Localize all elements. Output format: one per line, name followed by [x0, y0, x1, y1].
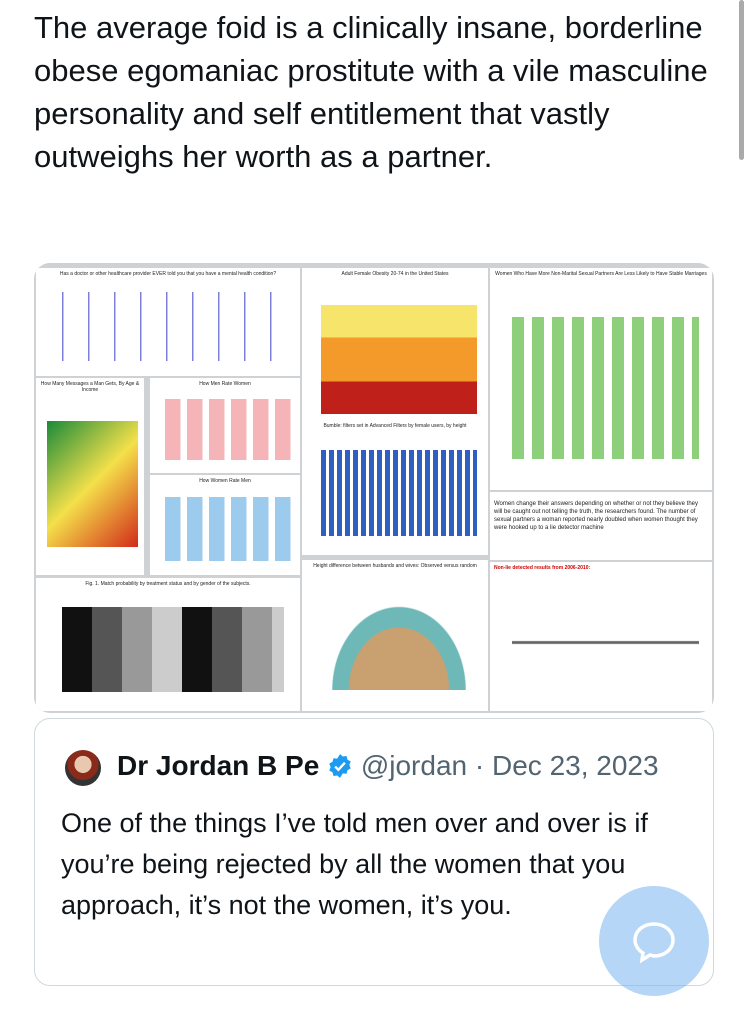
- chart-panel: Fig. 1. Match probability by treatment s…: [36, 578, 300, 711]
- panel-title: Height difference between husbands and w…: [313, 563, 477, 569]
- chart-thumbnail: [62, 607, 285, 693]
- panel-title: How Many Messages a Man Gets, By Age & I…: [40, 381, 140, 393]
- chart-thumbnail: [62, 291, 285, 361]
- chart-panel: How Women Rate Men: [150, 475, 300, 575]
- chart-thumbnail: [165, 398, 291, 460]
- panel-title: Adult Female Obesity 20-74 in the United…: [341, 271, 449, 277]
- date[interactable]: Dec 23, 2023: [492, 750, 659, 781]
- compose-button[interactable]: [599, 886, 709, 996]
- chart-panel: How Many Messages a Man Gets, By Age & I…: [36, 378, 144, 575]
- panel-title: Women change their answers depending on …: [494, 501, 699, 531]
- handle[interactable]: @jordan: [360, 750, 468, 781]
- chart-panel: Women Who Have More Non-Marital Sexual P…: [490, 268, 712, 490]
- media-image[interactable]: Has a doctor or other healthcare provide…: [34, 263, 714, 713]
- chart-panel: Non-lie detected results from 2006-2010:: [490, 562, 712, 711]
- quote-header: Dr Jordan B Pe @jordan · Dec 23, 2023: [117, 748, 659, 784]
- quoted-post[interactable]: Dr Jordan B Pe @jordan · Dec 23, 2023 On…: [34, 718, 714, 986]
- quote-text: One of the things I’ve told men over and…: [61, 808, 648, 920]
- post-text: The average foid is a clinically insane,…: [34, 10, 708, 174]
- chart-panel: How Men Rate Women: [150, 378, 300, 473]
- verified-badge: [329, 754, 351, 778]
- panel-title: How Women Rate Men: [199, 478, 251, 484]
- panel-title: Non-lie detected results from 2006-2010:: [494, 565, 591, 571]
- chart-thumbnail: [320, 449, 477, 537]
- separator: ·: [474, 750, 485, 781]
- scrollbar: [739, 0, 744, 160]
- chart-thumbnail: [320, 593, 477, 690]
- panel-title: Has a doctor or other healthcare provide…: [59, 271, 277, 277]
- chart-thumbnail: [165, 497, 291, 561]
- author-name[interactable]: Dr Jordan B Pe: [117, 750, 320, 781]
- chart-panel: Height difference between husbands and w…: [302, 560, 488, 711]
- chart-panel: Has a doctor or other healthcare provide…: [36, 268, 300, 376]
- compose-icon: [633, 922, 675, 964]
- avatar[interactable]: [65, 750, 101, 786]
- chart-panel: Bumble: filters set in Advanced Filters …: [302, 420, 488, 555]
- chart-thumbnail: [512, 316, 699, 459]
- chart-thumbnail: [46, 421, 138, 548]
- chart-thumbnail: [320, 305, 477, 415]
- panel-title: Bumble: filters set in Advanced Filters …: [323, 423, 467, 429]
- chart-thumbnail: [512, 594, 699, 691]
- chart-panel: Women change their answers depending on …: [490, 492, 712, 560]
- chart-panel: Adult Female Obesity 20-74 in the United…: [302, 268, 488, 438]
- panel-title: How Men Rate Women: [199, 381, 251, 387]
- panel-title: Women Who Have More Non-Marital Sexual P…: [495, 271, 707, 277]
- panel-title: Fig. 1. Match probability by treatment s…: [85, 581, 251, 587]
